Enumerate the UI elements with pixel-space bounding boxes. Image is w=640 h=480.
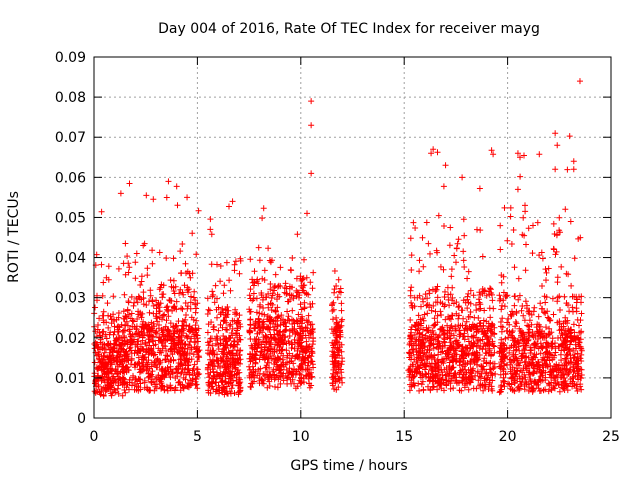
data-point	[552, 130, 559, 137]
y-axis-label: ROTI / TECUs	[6, 191, 22, 283]
axis-ticks: 0 0.01 0.02 0.03 0.04 0.05 0.06 0.07 0.08 0.09 0 5 1…	[55, 50, 620, 445]
roti-point-cloud	[91, 133, 585, 399]
data-point	[117, 190, 124, 197]
data-point	[576, 78, 583, 85]
plot-frame	[93, 56, 612, 419]
data-point	[552, 166, 559, 173]
x-tick-label: 25	[602, 429, 620, 445]
y-tick-label: 0.01	[55, 371, 86, 387]
data-point	[308, 170, 315, 177]
x-tick-label: 20	[499, 429, 517, 445]
x-tick-label: 10	[292, 429, 310, 445]
data-point	[229, 198, 236, 205]
data-point	[308, 98, 315, 105]
y-tick-label: 0	[77, 411, 86, 427]
data-point	[442, 162, 449, 169]
data-point	[514, 150, 521, 157]
x-tick-label: 5	[193, 429, 202, 445]
y-tick-label: 0.03	[55, 291, 86, 307]
data-point	[517, 154, 524, 161]
data-point	[430, 146, 437, 153]
data-point	[554, 142, 561, 149]
data-point	[514, 186, 521, 193]
data-point	[304, 210, 311, 217]
data-point	[184, 194, 191, 201]
data-point	[428, 150, 435, 157]
x-tick-label: 15	[395, 429, 413, 445]
data-point	[459, 174, 466, 181]
y-tick-label: 0.08	[55, 90, 86, 106]
y-tick-label: 0.06	[55, 170, 86, 186]
y-tick-label: 0.04	[55, 251, 86, 267]
y-tick-label: 0.05	[55, 210, 86, 226]
y-tick-label: 0.02	[55, 331, 86, 347]
chart-title: Day 004 of 2016, Rate Of TEC Index for r…	[158, 21, 540, 37]
y-tick-label: 0.07	[55, 130, 86, 146]
data-point	[570, 158, 577, 165]
data-point	[570, 166, 577, 173]
x-axis-label: GPS time / hours	[290, 458, 407, 474]
data-points	[91, 78, 585, 399]
x-tick-label: 0	[90, 429, 99, 445]
data-point	[165, 178, 172, 185]
data-point	[308, 122, 315, 129]
y-tick-label: 0.09	[55, 50, 86, 66]
